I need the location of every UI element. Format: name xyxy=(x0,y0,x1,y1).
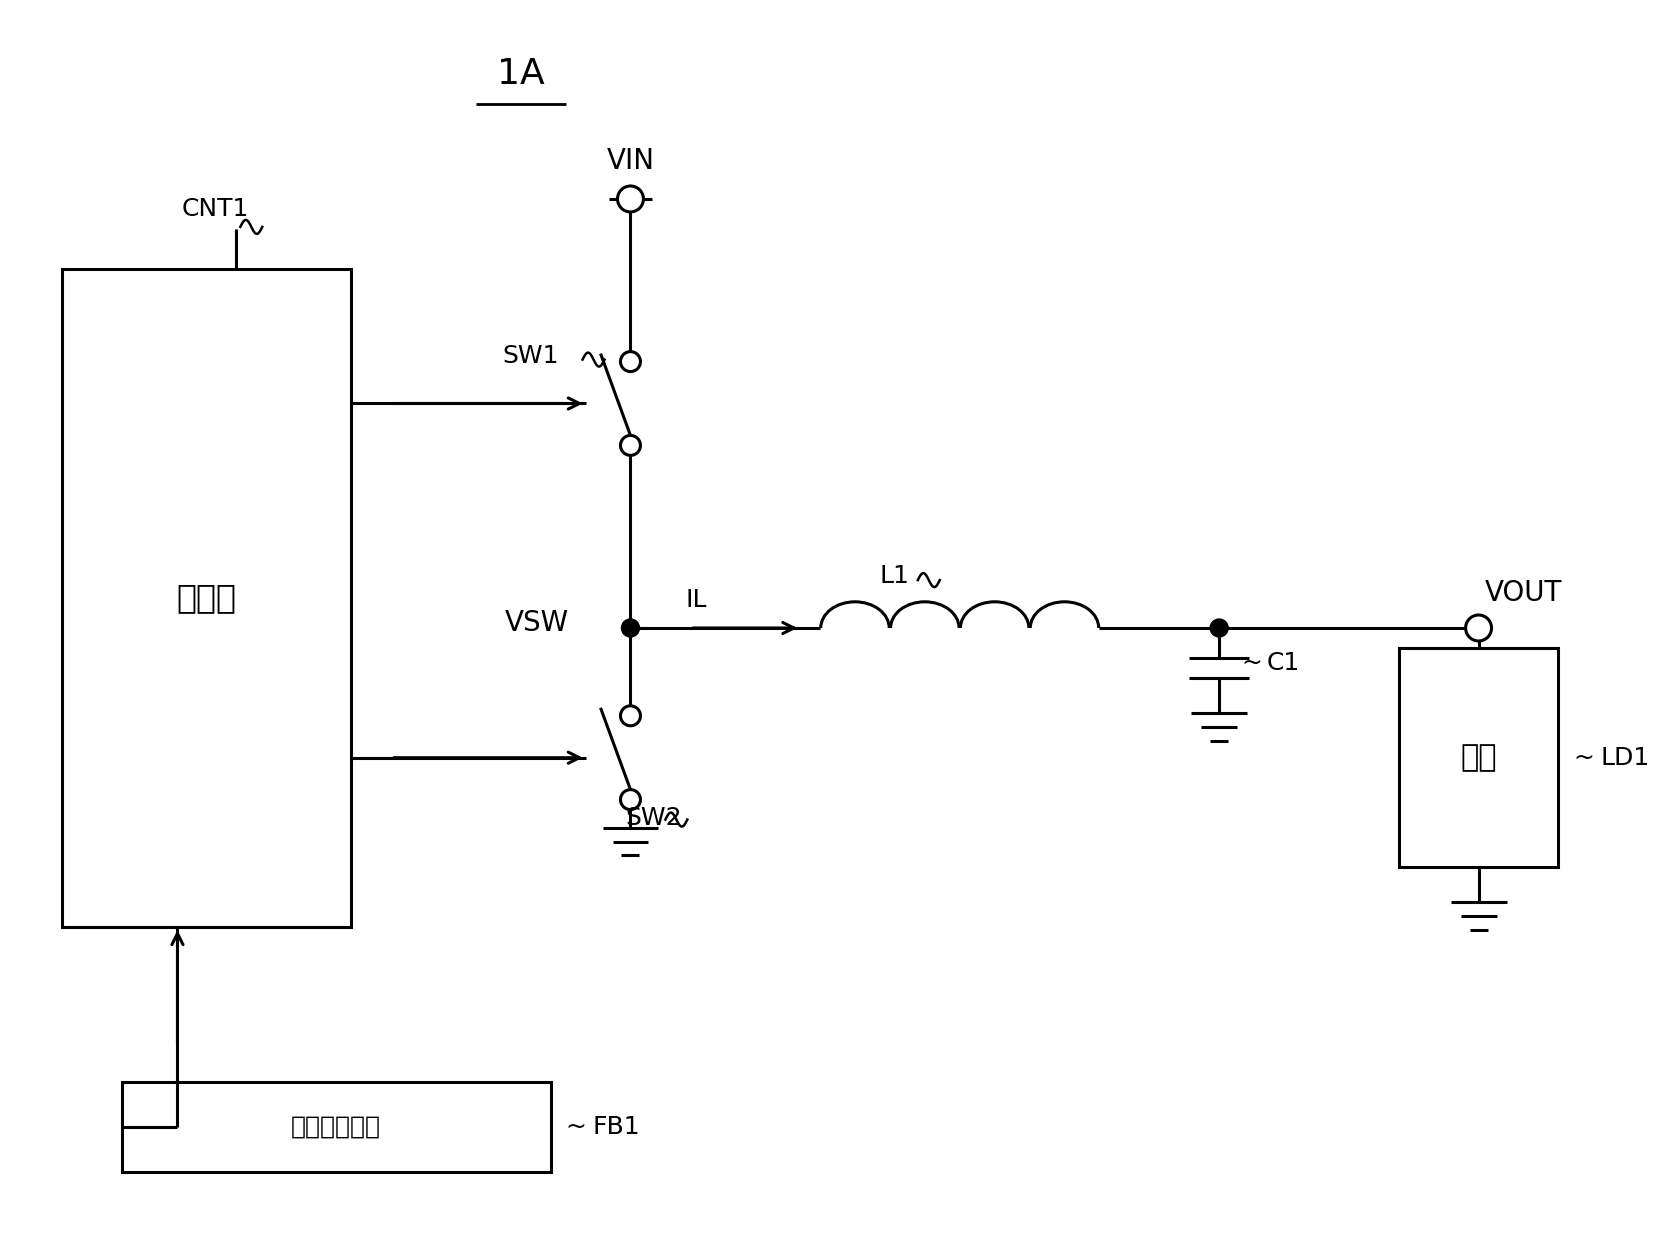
Circle shape xyxy=(1211,619,1227,636)
Bar xyxy=(1399,648,1558,867)
Text: CNT1: CNT1 xyxy=(181,197,248,221)
Text: VOUT: VOUT xyxy=(1484,579,1561,607)
Circle shape xyxy=(621,706,640,726)
Text: 1A: 1A xyxy=(497,57,544,91)
Text: ~: ~ xyxy=(1573,746,1595,770)
Text: 输出反馈电路: 输出反馈电路 xyxy=(290,1114,381,1139)
Circle shape xyxy=(621,436,640,456)
Circle shape xyxy=(1466,615,1491,641)
Circle shape xyxy=(618,186,643,212)
Circle shape xyxy=(621,790,640,810)
Text: 控制器: 控制器 xyxy=(176,582,237,614)
Text: IL: IL xyxy=(685,588,707,612)
Text: VIN: VIN xyxy=(606,147,655,175)
Text: C1: C1 xyxy=(1268,651,1300,675)
Text: ~: ~ xyxy=(566,1114,586,1139)
Text: SW2: SW2 xyxy=(626,805,682,830)
Text: 负荷: 负荷 xyxy=(1461,744,1496,773)
Text: ~: ~ xyxy=(1241,651,1263,675)
Bar xyxy=(62,268,351,927)
Text: SW1: SW1 xyxy=(502,343,559,368)
Circle shape xyxy=(621,352,640,372)
Text: L1: L1 xyxy=(880,564,910,588)
Bar xyxy=(121,1082,551,1172)
Circle shape xyxy=(621,619,640,636)
Text: FB1: FB1 xyxy=(593,1114,640,1139)
Text: LD1: LD1 xyxy=(1600,746,1649,770)
Text: VSW: VSW xyxy=(504,609,569,636)
